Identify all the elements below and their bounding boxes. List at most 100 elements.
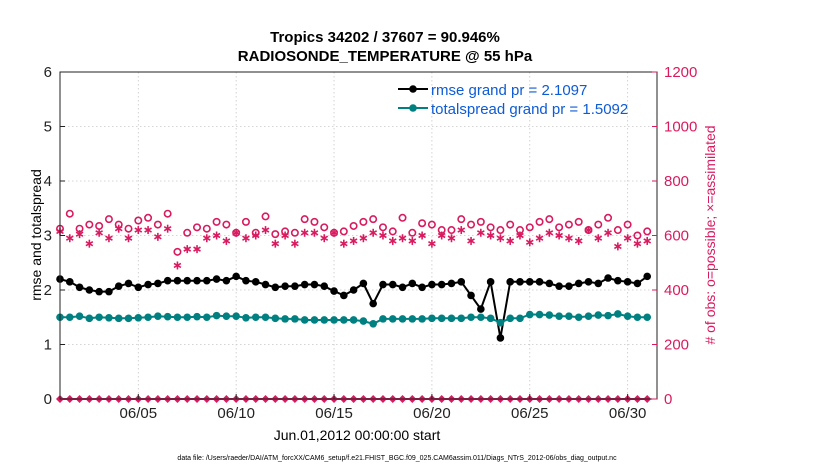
rmse-point: [477, 305, 485, 313]
obs-possible-point: [486, 223, 495, 232]
totalspread-point: [203, 313, 211, 322]
obs-assimilated-point: [124, 234, 133, 243]
rmse-point: [379, 280, 387, 289]
rmse-point: [75, 283, 84, 292]
x-tick-label: 06/30: [609, 405, 647, 422]
totalspread-point: [428, 314, 436, 323]
obs-possible-point: [525, 223, 534, 232]
totalspread-point: [193, 312, 201, 321]
obs-assimilated-point: [388, 236, 397, 245]
y-tick-label-right: 0: [664, 391, 672, 408]
totalspread-point: [467, 313, 475, 322]
obs-assimilated-point: [467, 236, 475, 245]
totalspread-point: [604, 311, 612, 320]
obs-possible-point: [202, 224, 211, 233]
totalspread-point: [516, 314, 524, 323]
totalspread-point: [163, 312, 172, 321]
y-axis-right: 0 200 400 600 800 1000 1200: [652, 64, 697, 408]
obs-assimilated-point: [496, 234, 505, 243]
obs-possible-point: [212, 217, 221, 226]
totalspread-point: [85, 314, 94, 323]
obs-possible-point: [163, 209, 172, 218]
obs-assimilated-point: [516, 231, 524, 240]
rmse-point: [134, 283, 143, 292]
totalspread-point: [251, 313, 260, 322]
totalspread-point: [525, 310, 534, 319]
obs-assimilated-point: [447, 234, 456, 243]
y-tick-label-right: 400: [664, 282, 689, 299]
rmse-point: [486, 278, 495, 286]
totalspread-point: [281, 315, 289, 323]
rmse-point: [114, 282, 123, 290]
rmse-point: [388, 280, 397, 289]
obs-possible-point: [124, 224, 133, 233]
obs-possible-point: [193, 223, 202, 232]
obs-assimilated-point: [212, 231, 221, 240]
rmse-point: [105, 287, 113, 296]
obs-assimilated-point: [144, 226, 152, 235]
totalspread-point: [114, 314, 123, 323]
totalspread-point: [291, 315, 299, 323]
obs-assimilated-point: [261, 226, 270, 235]
rmse-point: [310, 280, 319, 289]
rmse-point: [623, 278, 632, 286]
rmse-point: [643, 272, 652, 281]
obs-assimilated-point: [604, 228, 612, 237]
obs-possible-point: [85, 220, 94, 229]
totalspread-point: [379, 315, 387, 323]
obs-assimilated-point: [428, 239, 436, 248]
rmse-point: [251, 278, 260, 286]
rmse-point: [242, 276, 250, 285]
obs-assimilated-point: [359, 234, 368, 243]
rmse-point: [203, 276, 211, 285]
totalspread-point: [300, 316, 309, 324]
obs-possible-point: [241, 217, 250, 226]
legend-rmse-label: rmse grand pr = 2.1097: [431, 82, 587, 99]
obs-possible-point: [418, 219, 427, 228]
obs-assimilated-point: [457, 226, 466, 235]
obs-possible-point: [65, 209, 74, 218]
y-tick-label-right: 1000: [664, 119, 697, 136]
obs-possible-point: [369, 215, 378, 224]
obs-possible-point: [457, 215, 466, 224]
obs-assimilated-point: [163, 224, 172, 233]
totalspread-point: [496, 318, 505, 327]
rmse-point: [183, 276, 192, 285]
totalspread-point: [614, 310, 622, 318]
obs-possible-point: [359, 217, 368, 226]
obs-assimilated-point: [271, 239, 280, 248]
rmse-point: [300, 280, 309, 289]
obs-assimilated-point: [339, 239, 348, 248]
y-tick-label-right: 200: [664, 337, 689, 354]
rmse-point: [369, 299, 377, 308]
x-tick-label: 06/05: [120, 405, 158, 422]
totalspread-point: [594, 311, 603, 319]
legend: rmse grand pr = 2.1097 totalspread grand…: [398, 82, 628, 118]
obs-possible-point: [398, 213, 407, 222]
obs-assimilated-point: [349, 236, 358, 245]
obs-possible-point: [104, 215, 113, 224]
totalspread-point: [173, 313, 182, 322]
chart-title-line1: Tropics 34202 / 37607 = 90.946%: [270, 29, 500, 46]
obs-possible-point: [271, 230, 280, 239]
rmse-point: [144, 280, 152, 289]
obs-assimilated-point: [251, 231, 260, 240]
obs-assimilated-point: [398, 234, 407, 243]
grid-lines: [60, 72, 657, 399]
totalspread-point: [242, 313, 250, 322]
rmse-point: [85, 286, 94, 294]
rmse-point: [516, 278, 524, 286]
rmse-point: [349, 286, 358, 294]
totalspread-point: [232, 312, 240, 320]
obs-possible-point: [339, 227, 348, 236]
x-axis: 06/05 06/10 06/15 06/20 06/25 06/30: [120, 394, 647, 422]
obs-assimilated-point: [369, 228, 378, 237]
plot-frame: [59, 71, 658, 400]
obs-assimilated-point: [545, 228, 554, 237]
x-tick-label: 06/10: [217, 405, 255, 422]
obs-assimilated-point: [535, 234, 544, 243]
obs-possible-point: [427, 220, 436, 229]
totalspread-point: [271, 314, 280, 323]
rmse-point: [506, 278, 514, 286]
totalspread-point: [457, 314, 466, 323]
